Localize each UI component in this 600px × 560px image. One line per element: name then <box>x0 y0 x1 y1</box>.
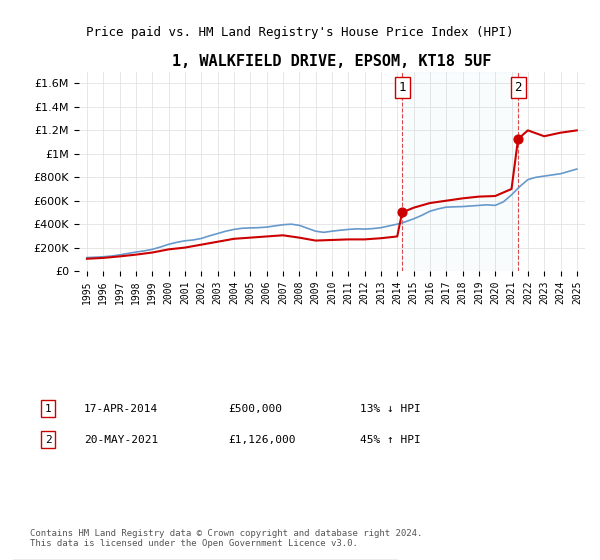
Text: 17-APR-2014: 17-APR-2014 <box>84 404 158 414</box>
Title: 1, WALKFIELD DRIVE, EPSOM, KT18 5UF: 1, WALKFIELD DRIVE, EPSOM, KT18 5UF <box>172 54 491 69</box>
Text: 1: 1 <box>398 81 406 94</box>
Text: 45% ↑ HPI: 45% ↑ HPI <box>360 435 421 445</box>
Text: 1: 1 <box>44 404 52 414</box>
Text: Contains HM Land Registry data © Crown copyright and database right 2024.
This d: Contains HM Land Registry data © Crown c… <box>30 529 422 548</box>
Text: 13% ↓ HPI: 13% ↓ HPI <box>360 404 421 414</box>
Text: 2: 2 <box>44 435 52 445</box>
Text: £1,126,000: £1,126,000 <box>228 435 296 445</box>
Point <box>397 208 407 217</box>
Bar <box>402 72 518 271</box>
Point <box>513 134 523 143</box>
Text: 2: 2 <box>514 81 522 94</box>
Text: £500,000: £500,000 <box>228 404 282 414</box>
Text: 20-MAY-2021: 20-MAY-2021 <box>84 435 158 445</box>
Text: Price paid vs. HM Land Registry's House Price Index (HPI): Price paid vs. HM Land Registry's House … <box>86 26 514 39</box>
